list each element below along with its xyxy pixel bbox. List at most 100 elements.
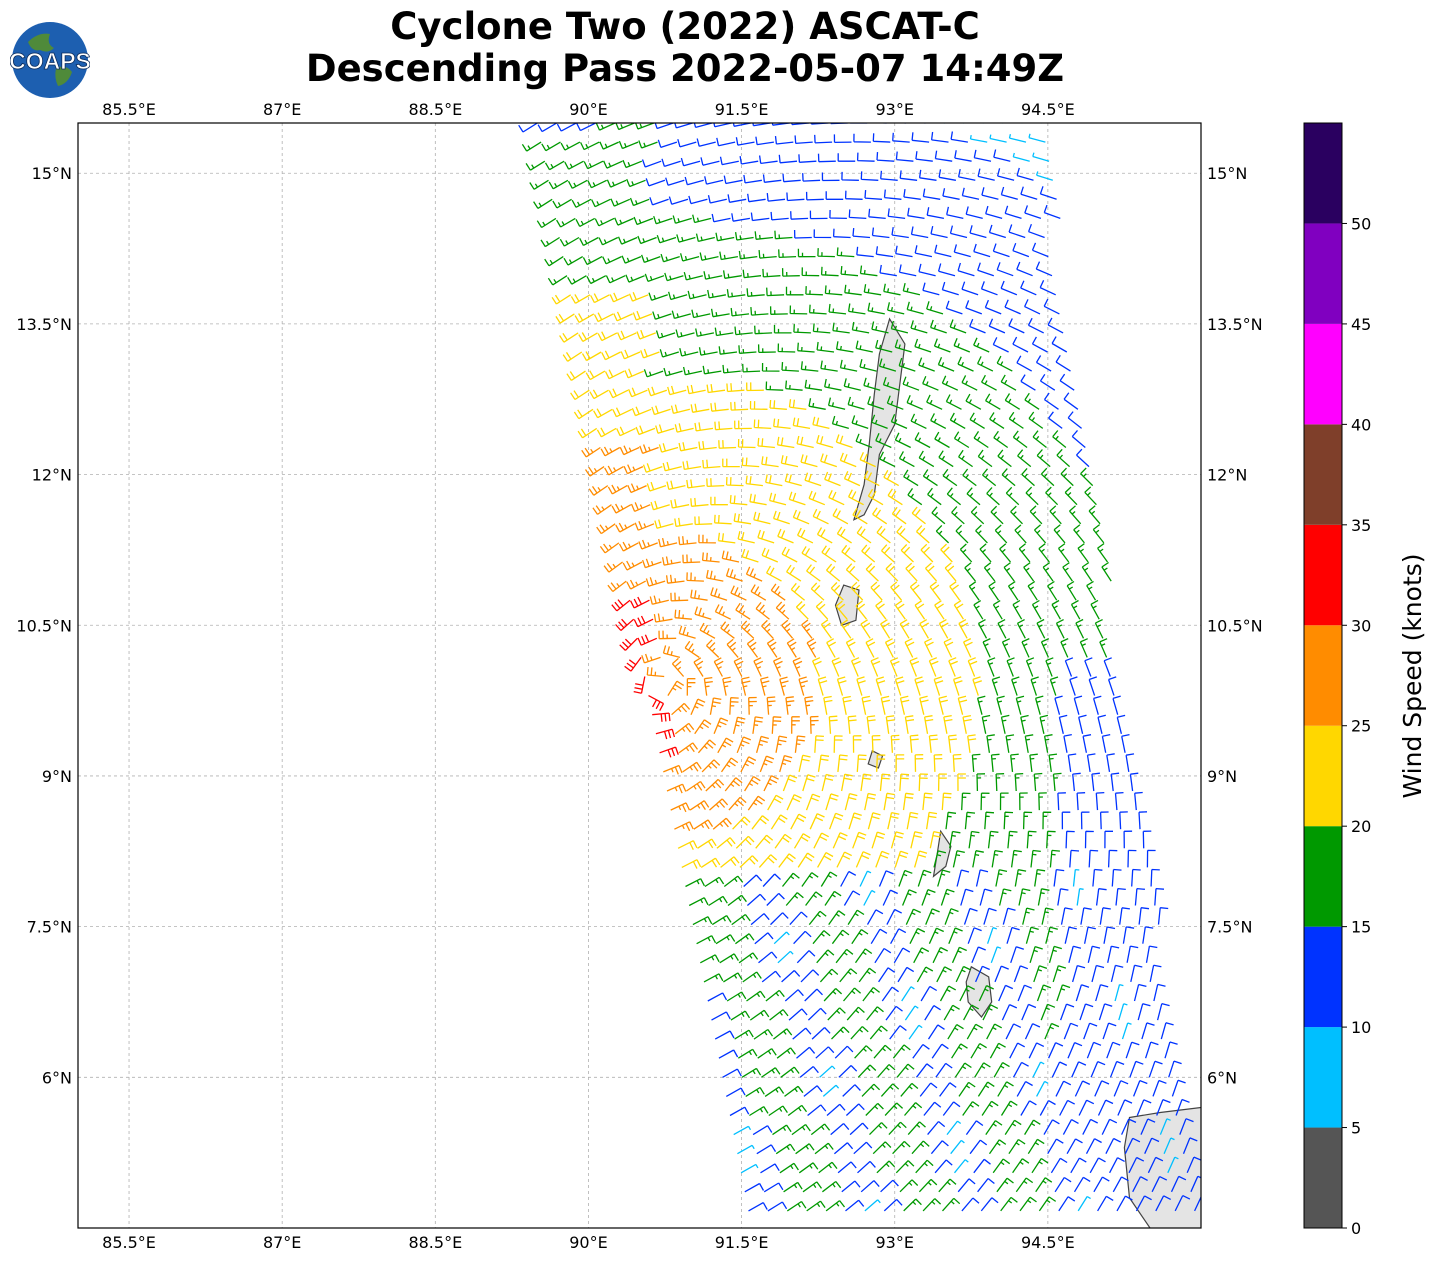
wind-barb xyxy=(845,638,856,658)
wind-barb xyxy=(792,417,811,430)
wind-barb xyxy=(848,209,867,220)
wind-barb xyxy=(1079,638,1088,658)
wind-barb xyxy=(633,676,646,694)
colorbar-bin xyxy=(1304,926,1342,1028)
wind-barb xyxy=(894,676,905,696)
wind-barb xyxy=(968,581,980,601)
wind-barb xyxy=(537,123,558,133)
wind-barb xyxy=(1085,1138,1102,1155)
wind-barb xyxy=(1050,1157,1068,1174)
wind-barb xyxy=(627,483,647,494)
wind-barb xyxy=(942,188,960,200)
wind-barb xyxy=(919,1082,938,1097)
wind-barb xyxy=(1000,280,1018,296)
wind-barb xyxy=(814,1142,834,1155)
wind-barb xyxy=(844,284,862,296)
wind-barb xyxy=(911,132,930,143)
wind-barb xyxy=(723,972,743,983)
wind-barb xyxy=(1073,1176,1091,1193)
wind-barb xyxy=(775,601,790,620)
wind-barb xyxy=(1134,887,1145,906)
wind-barb xyxy=(607,580,627,593)
wind-barb xyxy=(843,378,861,391)
wind-barb xyxy=(792,1027,812,1040)
wind-barb xyxy=(1114,983,1124,1002)
wind-barb xyxy=(698,534,716,544)
wind-barb xyxy=(750,212,770,222)
wind-barb xyxy=(920,985,938,1002)
wind-barb xyxy=(735,602,751,620)
wind-barb xyxy=(1095,791,1105,811)
wind-barb xyxy=(969,134,988,143)
wind-barb xyxy=(1061,811,1071,830)
wind-barb xyxy=(801,619,813,639)
wind-barb xyxy=(791,1123,811,1136)
wind-barb xyxy=(938,1178,957,1193)
colorbar-tick-label: 25 xyxy=(1351,717,1371,736)
wind-barb xyxy=(831,415,849,430)
wind-barb xyxy=(930,1140,949,1155)
wind-barb xyxy=(828,490,845,506)
wind-barb xyxy=(1094,619,1104,639)
wind-barb xyxy=(773,324,792,334)
wind-barb xyxy=(749,493,767,506)
wind-barb xyxy=(1057,792,1066,811)
wind-barb xyxy=(671,657,685,677)
wind-barb xyxy=(746,638,759,658)
wind-barb xyxy=(674,821,694,832)
wind-barb xyxy=(1095,984,1109,1002)
wind-barb xyxy=(631,406,652,417)
wind-barb xyxy=(969,412,985,429)
wind-barb xyxy=(619,637,638,651)
wind-barb xyxy=(1012,1158,1030,1174)
wind-barb xyxy=(999,123,1003,124)
wind-barb xyxy=(1024,734,1034,753)
wind-barb xyxy=(797,248,816,258)
wind-barb xyxy=(718,1049,739,1059)
wind-barb xyxy=(738,250,758,260)
wind-barb xyxy=(813,832,829,849)
wind-barb xyxy=(718,346,738,355)
wind-barb xyxy=(1008,1138,1026,1155)
wind-barb xyxy=(1048,753,1058,772)
wind-barb xyxy=(754,932,774,945)
wind-barb xyxy=(564,160,584,170)
wind-barb xyxy=(682,460,702,471)
wind-barb xyxy=(675,329,695,338)
wind-barb xyxy=(667,291,688,301)
wind-barb xyxy=(719,251,739,261)
wind-barb xyxy=(969,1139,988,1155)
wind-barb xyxy=(980,281,998,296)
wind-barb xyxy=(979,543,992,563)
wind-barb xyxy=(753,419,772,430)
wind-barb xyxy=(846,1006,865,1021)
wind-barb xyxy=(1004,393,1021,410)
wind-barb xyxy=(682,554,701,564)
wind-barb xyxy=(612,407,633,418)
wind-barb xyxy=(699,622,716,639)
wind-barb xyxy=(981,714,991,734)
wind-barb xyxy=(567,275,587,285)
wind-barb xyxy=(1103,926,1116,944)
wind-barb xyxy=(751,815,770,830)
wind-barb xyxy=(890,734,900,753)
wind-barb xyxy=(1045,486,1059,506)
wind-barb xyxy=(914,754,924,772)
wind-barb xyxy=(1069,676,1078,696)
wind-barb xyxy=(939,1082,957,1097)
wind-barb xyxy=(910,320,928,334)
wind-barb xyxy=(644,273,665,283)
wind-barb xyxy=(948,927,963,944)
wind-barb xyxy=(934,150,953,162)
wind-barb xyxy=(659,349,679,358)
wind-barb xyxy=(1077,1195,1091,1212)
wind-barb xyxy=(1097,542,1109,563)
wind-barb xyxy=(1010,505,1023,525)
wind-barb xyxy=(871,831,886,849)
wind-barb xyxy=(758,155,778,165)
wind-barb xyxy=(766,193,786,202)
wind-barb xyxy=(945,811,957,830)
wind-barb xyxy=(658,537,678,548)
wind-barb xyxy=(781,268,800,277)
wind-barb xyxy=(904,715,915,734)
